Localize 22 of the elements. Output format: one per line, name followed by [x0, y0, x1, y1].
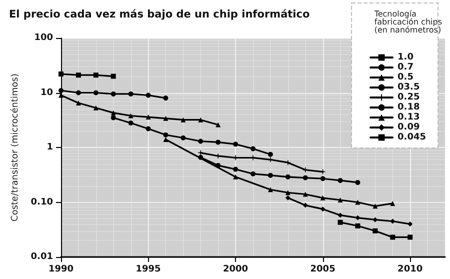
legend-label: 1.0: [398, 52, 414, 62]
y-tick-label: 10: [40, 88, 53, 98]
x-tick-label: 2010: [398, 264, 423, 274]
legend-label: 0.18: [398, 102, 420, 112]
legend-label: 03.5: [398, 82, 420, 92]
legend-label: 0.13: [398, 112, 420, 122]
legend-label: 0.7: [398, 62, 414, 72]
legend-label: 0.5: [398, 72, 414, 82]
x-tick-label: 2005: [310, 264, 336, 274]
y-tick-label: 0.01: [30, 252, 53, 262]
chart-title: El precio cada vez más bajo de un chip informático: [9, 8, 310, 20]
legend-label: 0.25: [398, 92, 420, 102]
y-axis-title: Coste/transistor (microcéntimos): [9, 74, 20, 222]
legend-title: Tecnología fabricación chips (en nanómetros): [373, 10, 442, 34]
x-tick-label: 1995: [136, 264, 161, 274]
y-tick-label: 100: [34, 33, 53, 43]
y-tick-label: 0.10: [30, 197, 53, 208]
legend-label: 0.045: [398, 132, 426, 142]
x-tick-label: 2000: [223, 264, 248, 274]
x-tick-label: 1990: [48, 264, 74, 274]
legend-label: 0.09: [398, 122, 420, 132]
y-tick-label: 1: [46, 142, 53, 152]
